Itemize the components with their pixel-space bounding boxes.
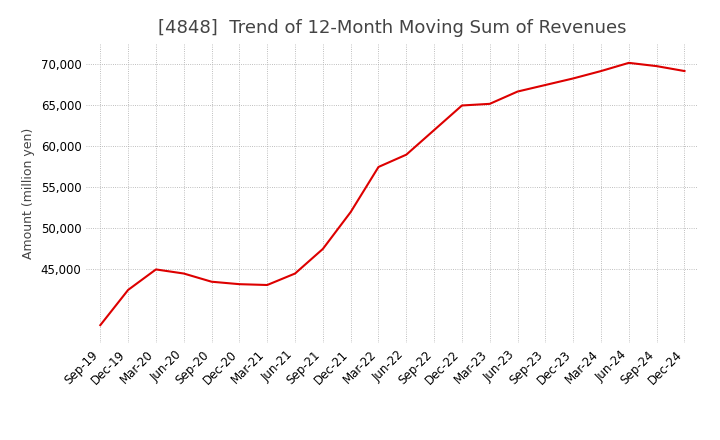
Y-axis label: Amount (million yen): Amount (million yen) [22, 128, 35, 259]
Title: [4848]  Trend of 12-Month Moving Sum of Revenues: [4848] Trend of 12-Month Moving Sum of R… [158, 19, 626, 37]
